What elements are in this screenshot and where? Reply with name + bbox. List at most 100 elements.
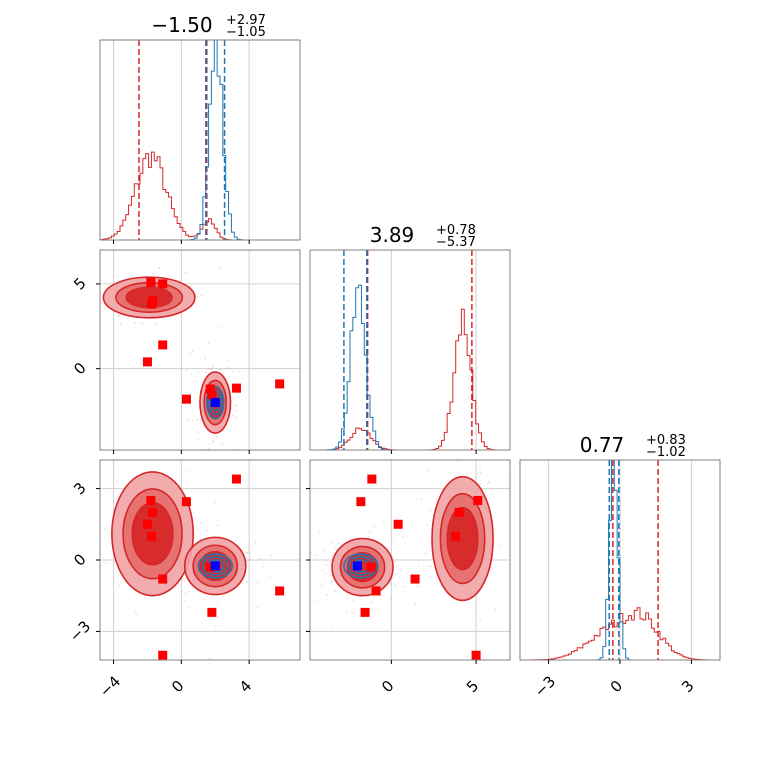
blue-sample-point <box>226 367 229 370</box>
red-sample-point <box>216 519 219 521</box>
red-sample-point <box>205 371 208 374</box>
red-sample-point <box>217 523 220 526</box>
title-lower-error: −1.05 <box>226 25 266 40</box>
red-sample-point <box>128 598 131 601</box>
blue-sample-point <box>330 581 333 584</box>
red-marker <box>275 586 285 596</box>
blue-sample-point <box>212 433 215 436</box>
red-sample-point <box>116 314 119 317</box>
red-histogram-step <box>100 151 300 240</box>
red-sample-point <box>466 473 469 475</box>
red-sample-point <box>500 545 502 548</box>
red-sample-point <box>204 357 207 360</box>
title-upper-error: +2.97 <box>226 13 266 28</box>
red-sample-point <box>479 619 482 622</box>
blue-sample-point <box>190 392 193 395</box>
red-marker <box>205 562 215 572</box>
red-sample-point <box>207 341 210 344</box>
blue-sample-point <box>388 539 391 542</box>
blue-sample-point <box>399 569 402 572</box>
red-marker <box>142 519 152 529</box>
title-median: −1.50 <box>151 13 212 37</box>
red-sample-point <box>116 275 118 278</box>
blue-sample-point <box>388 582 391 585</box>
red-sample-point <box>330 581 333 584</box>
blue-marker <box>352 561 362 571</box>
red-marker <box>158 340 168 350</box>
blue-sample-point <box>188 352 191 355</box>
red-sample-point <box>428 519 431 522</box>
red-sample-point <box>208 442 211 445</box>
red-sample-point <box>229 430 232 433</box>
blue-sample-point <box>270 554 272 557</box>
red-marker <box>454 507 464 517</box>
red-sample-point <box>425 524 428 526</box>
blue-sample-point <box>232 414 234 417</box>
red-sample-point <box>210 368 213 370</box>
red-sample-point <box>494 608 496 611</box>
blue-sample-point <box>377 607 379 610</box>
red-sample-point <box>506 479 509 481</box>
red-sample-point <box>81 536 83 538</box>
red-sample-point <box>210 596 213 599</box>
red-sample-point <box>196 528 199 531</box>
blue-histogram-step <box>100 40 300 240</box>
red-sample-point <box>235 409 238 412</box>
red-sample-point <box>165 451 167 453</box>
panel-frame <box>99 249 301 451</box>
red-sample-point <box>196 295 199 298</box>
red-marker <box>473 495 483 505</box>
blue-marker <box>210 398 220 408</box>
blue-sample-point <box>214 625 217 628</box>
red-sample-point <box>203 598 206 601</box>
blue-sample-point <box>216 604 219 606</box>
blue-sample-point <box>321 584 323 587</box>
blue-sample-point <box>305 582 307 584</box>
panel-frame <box>99 39 301 241</box>
red-sample-point <box>466 656 469 658</box>
red-marker <box>158 279 168 289</box>
blue-sample-point <box>297 568 299 570</box>
blue-sample-point <box>206 470 208 472</box>
red-sample-point <box>206 462 208 464</box>
red-marker <box>366 562 376 572</box>
y-tick-label: 5 <box>70 274 89 293</box>
red-sample-point <box>215 310 217 313</box>
contour-panel-param1-param2 <box>100 250 300 472</box>
red-sample-point <box>100 301 103 304</box>
red-sample-point <box>246 559 249 562</box>
red-sample-point <box>334 590 337 593</box>
y-tick-label: 0 <box>70 550 89 569</box>
blue-sample-point <box>196 418 199 421</box>
y-tick-label: 3 <box>70 479 89 498</box>
red-marker <box>371 586 381 596</box>
red-sample-point <box>176 447 178 449</box>
red-sample-point <box>247 551 250 553</box>
blue-sample-point <box>394 573 397 576</box>
red-sample-point <box>391 576 394 579</box>
red-marker <box>147 531 157 541</box>
red-sample-point <box>207 447 210 450</box>
title-median: 3.89 <box>370 223 415 247</box>
x-tick-label: −4 <box>96 672 124 700</box>
blue-sample-point <box>330 542 333 545</box>
x-tick-label: 0 <box>168 677 187 696</box>
red-sample-point <box>401 535 404 538</box>
blue-sample-point <box>197 400 200 402</box>
x-tick-label: 4 <box>236 677 255 696</box>
red-sample-point <box>185 593 187 595</box>
red-sample-point <box>116 479 118 482</box>
red-marker <box>360 607 370 617</box>
red-sample-point <box>127 434 129 436</box>
red-sample-point <box>134 611 137 614</box>
x-tick-label: 0 <box>607 677 626 696</box>
histogram-panel-param-1 <box>100 40 300 240</box>
red-sample-point <box>351 611 354 614</box>
red-sample-point <box>196 431 199 433</box>
red-sample-point <box>428 565 431 568</box>
blue-sample-point <box>184 600 187 603</box>
red-sample-point <box>195 380 198 382</box>
red-sample-point <box>88 541 90 543</box>
red-sample-point <box>254 541 257 544</box>
blue-sample-point <box>316 600 319 603</box>
